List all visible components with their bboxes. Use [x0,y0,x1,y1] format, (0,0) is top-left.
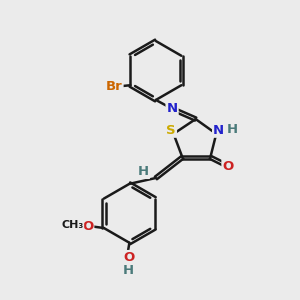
Text: H: H [227,123,238,136]
Text: Br: Br [106,80,123,93]
Text: H: H [123,264,134,277]
Text: O: O [82,220,93,233]
Text: N: N [213,124,224,137]
Text: O: O [222,160,234,173]
Text: S: S [167,124,176,137]
Text: O: O [123,251,134,264]
Text: H: H [138,165,149,178]
Text: N: N [167,102,178,115]
Text: CH₃: CH₃ [61,220,83,230]
